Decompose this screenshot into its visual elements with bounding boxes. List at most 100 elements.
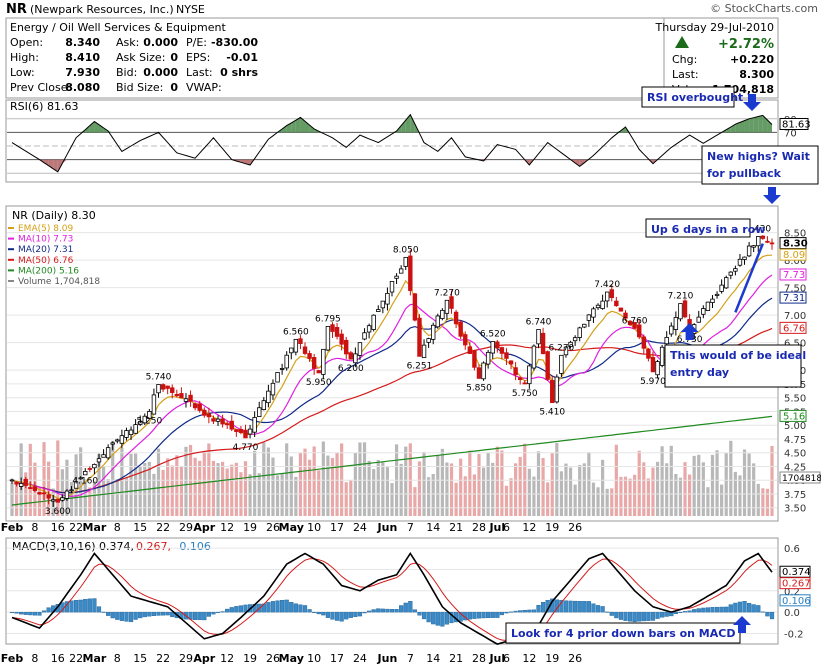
candle-body <box>299 339 303 344</box>
candle-body <box>656 362 660 375</box>
candle-body <box>418 318 422 356</box>
macd-histogram-bar <box>422 612 426 619</box>
x-axis-label: 8 <box>114 652 121 665</box>
macd-histogram-bar <box>335 612 339 620</box>
callout-box: Up 6 days in a row <box>646 219 765 237</box>
volume-bar <box>578 465 581 516</box>
volume-bar <box>404 447 407 516</box>
volume-bar <box>161 470 164 516</box>
volume-bar <box>487 453 490 516</box>
x-axis-label: May <box>279 521 304 534</box>
x-axis-label: 12 <box>522 521 536 534</box>
volume-bar <box>482 468 485 516</box>
callout-text: This would of be ideal <box>670 349 806 362</box>
candle-body <box>729 272 733 275</box>
volume-bar <box>203 451 206 516</box>
volume-bar <box>592 483 595 516</box>
macd-histogram-bar <box>747 603 751 612</box>
x-axis-label: 10 <box>307 652 321 665</box>
stat-label: Chg: <box>672 53 697 66</box>
macd-label: MACD(3,10,16) 0.374, <box>12 540 134 553</box>
price-annotation: 6.270 <box>549 343 575 353</box>
stat-value: +0.220 <box>730 53 774 66</box>
candle-body <box>285 355 289 368</box>
macd-histogram-bar <box>468 612 472 619</box>
macd-histogram-bar <box>518 611 522 613</box>
macd-histogram-bar <box>399 606 403 613</box>
macd-histogram-bar <box>102 612 106 613</box>
volume-bar <box>725 453 728 516</box>
candle-body <box>422 345 426 357</box>
x-axis-label: 15 <box>133 521 147 534</box>
volume-bar <box>697 455 700 516</box>
candle-body <box>152 395 156 414</box>
macd-histogram-bar <box>152 612 156 616</box>
volume-bar <box>303 449 306 516</box>
macd-label: 0.267, <box>136 540 171 553</box>
macd-histogram-bar <box>720 607 724 612</box>
candle-body <box>340 334 344 344</box>
candle-body <box>106 448 110 458</box>
volume-bar <box>335 453 338 516</box>
volume-bar <box>761 488 764 516</box>
macd-histogram-bar <box>473 612 477 618</box>
macd-histogram-bar <box>665 612 669 616</box>
macd-histogram-bar <box>294 604 298 612</box>
x-axis-label: 8 <box>31 521 38 534</box>
x-axis-label: Jun <box>377 652 398 665</box>
candle-body <box>409 256 413 291</box>
macd-histogram-bar <box>482 612 486 618</box>
macd-histogram-bar <box>79 600 83 612</box>
quote-cell: Prev Close: <box>10 81 71 94</box>
candle-body <box>358 343 362 356</box>
volume-bar <box>468 451 471 516</box>
x-axis-label: 21 <box>449 521 463 534</box>
callout-text: New highs? Wait <box>707 150 810 163</box>
macd-histogram-bar <box>88 599 92 612</box>
candle-body <box>29 488 33 489</box>
rsi-overbought-fill <box>749 118 754 133</box>
x-axis-label: Jun <box>377 521 398 534</box>
quote-cell: High: <box>10 51 39 64</box>
macd-histogram-bar <box>15 612 19 613</box>
candle-body <box>116 440 120 441</box>
volume-bar <box>454 483 457 516</box>
x-axis-label: 22 <box>69 652 83 665</box>
volume-bar <box>496 447 499 516</box>
legend-entry: MA(50) 6.76 <box>18 256 74 266</box>
candle-body <box>51 500 55 501</box>
candle-body <box>518 378 522 380</box>
candle-body <box>477 368 481 379</box>
macd-histogram-bar <box>381 609 385 612</box>
macd-histogram-bar <box>706 608 710 613</box>
macd-histogram-bar <box>358 612 362 616</box>
macd-histogram-bar <box>38 612 42 615</box>
quote-cell: 8.340 <box>65 36 100 49</box>
macd-histogram-bar <box>74 600 78 612</box>
macd-histogram-bar <box>711 607 715 612</box>
candle-body <box>724 278 728 288</box>
x-axis-label: 6 <box>503 521 510 534</box>
macd-histogram-bar <box>624 612 628 621</box>
price-annotation: 5.410 <box>539 408 565 418</box>
volume-bar <box>317 470 320 516</box>
candle-body <box>596 305 600 307</box>
macd-histogram-bar <box>505 612 509 613</box>
candle-body <box>734 269 738 272</box>
candle-body <box>303 347 307 354</box>
macd-histogram-bar <box>514 611 518 612</box>
volume-bar <box>139 467 142 516</box>
price-annotation: 3.600 <box>45 507 71 517</box>
macd-histogram-bar <box>33 612 37 615</box>
macd-histogram-bar <box>299 605 303 612</box>
x-axis-label: 24 <box>353 521 367 534</box>
volume-bar <box>569 468 572 516</box>
price-annotation: 5.740 <box>146 372 172 382</box>
volume-bar <box>688 475 691 516</box>
candle-body <box>500 348 504 354</box>
candle-body <box>65 491 69 498</box>
x-axis-label: 29 <box>179 521 193 534</box>
candle-body <box>276 372 280 382</box>
price-annotation: 5.950 <box>306 378 332 388</box>
